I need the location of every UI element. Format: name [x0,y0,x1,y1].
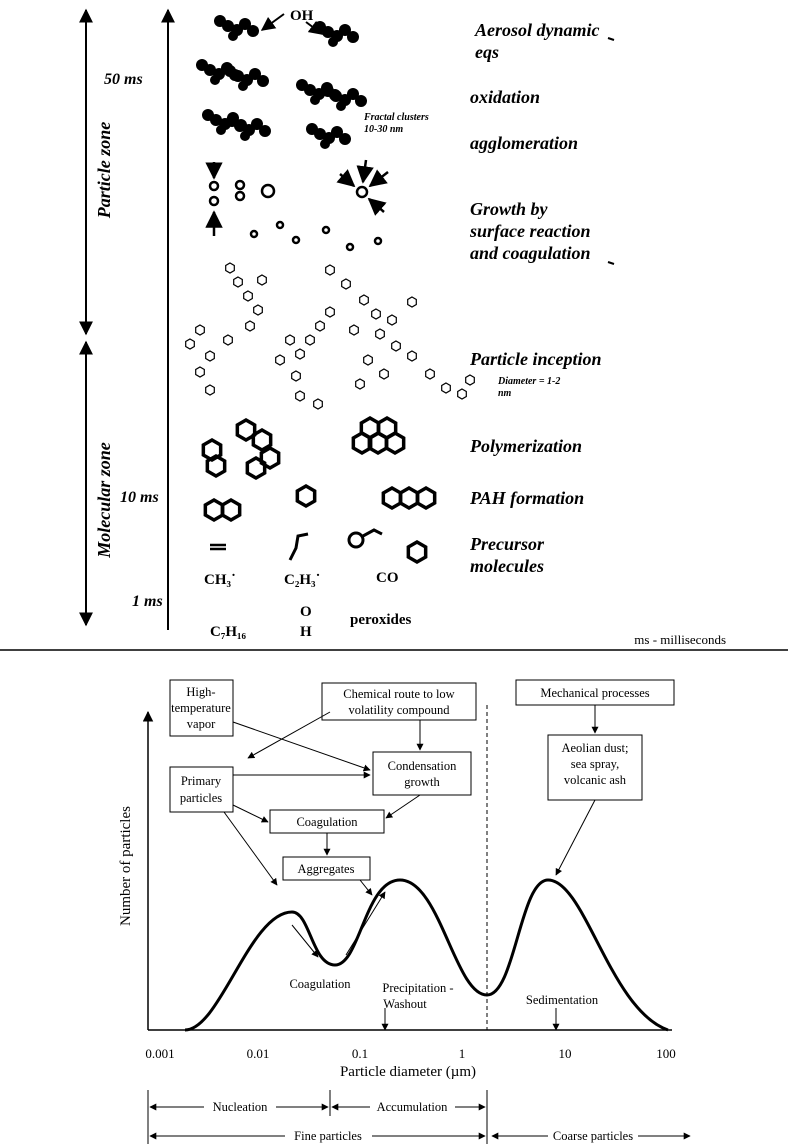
range-label: Coarse particles [553,1129,633,1143]
box-label: volatility compound [348,703,450,717]
box-label: High- [186,685,215,699]
box-label: volcanic ash [564,773,627,787]
species: CH₃˙ C₂H₃˙ CO C₇H₁₆ O H peroxides [204,570,412,640]
stage-label: Aerosol dynamic [474,20,600,40]
stage-label: Particle inception [469,349,601,369]
curve-label: Coagulation [289,977,351,991]
stage-label: PAH formation [469,488,584,508]
box-label: Aggregates [298,862,355,876]
inception-note: Diameter = 1-2 [497,376,560,387]
species-label: C₂H₃˙ [284,572,321,588]
oh-label: OH [290,8,314,24]
time-label: 10 ms [120,489,159,506]
time-label: 50 ms [104,71,143,88]
fractal-note: Fractal clusters [363,112,429,123]
zone-label: Particle zone [94,122,114,220]
figure: Particle zone Molecular zone 50 ms 10 ms… [0,0,788,1146]
range-label: Accumulation [377,1100,449,1114]
zone-label: Molecular zone [94,442,114,559]
species-label: C₇H₁₆ [210,624,246,640]
curve-label: Washout [383,997,427,1011]
bracket-mark [608,38,614,264]
range-labels: Nucleation Accumulation Fine particles C… [213,1100,634,1143]
box-label: Chemical route to low [343,687,454,701]
species-label: H [300,624,312,640]
box-label: temperature [171,701,231,715]
curve-labels: Coagulation Precipitation - Washout Sedi… [289,977,598,1011]
pah-molecules [203,418,434,562]
stage-label: Polymerization [469,436,582,456]
x-tick-label: 100 [656,1046,676,1061]
box-label: particles [180,791,222,805]
curve-label: Precipitation - [382,981,453,995]
range-label: Fine particles [294,1129,362,1143]
stage-label: molecules [470,556,544,576]
stage-label: and coagulation [470,243,591,263]
stage-labels: Aerosol dynamic eqs oxidation agglomerat… [469,20,601,576]
box-label: Condensation [388,759,457,773]
x-tick-label: 0.01 [247,1046,270,1061]
stage-label: eqs [475,42,499,62]
stage-label: agglomeration [470,133,578,153]
footnote: ms - milliseconds [634,632,726,647]
species-label: CH₃˙ [204,572,236,588]
x-tick-label: 1 [459,1046,466,1061]
x-tick-label: 0.001 [145,1046,174,1061]
range-label: Nucleation [213,1100,269,1114]
x-tick-label: 10 [559,1046,572,1061]
stage-label: Growth by [470,199,549,219]
box-label: Primary [181,774,222,788]
box-label: Mechanical processes [540,686,649,700]
box-labels: High- temperature vapor Chemical route t… [171,685,650,876]
box-label: Aeolian dust; [561,741,628,755]
box-label: sea spray, [571,757,619,771]
species-label: O [300,604,312,620]
stage-label: oxidation [470,87,540,107]
soot-clusters [196,15,367,149]
box-label: growth [404,775,440,789]
species-label: CO [376,570,399,586]
y-axis-label: Number of particles [118,806,134,926]
arrow [262,14,284,30]
pah-networks [186,263,475,409]
x-tick-label: 0.1 [352,1046,368,1061]
curve-label: Sedimentation [526,993,599,1007]
box-label: vapor [187,717,216,731]
time-label: 1 ms [132,593,163,610]
stage-label: Precursor [469,534,545,554]
stage-label: surface reaction [469,221,591,241]
x-tick-labels: 0.001 0.01 0.1 1 10 100 [145,1046,675,1061]
box-label: Coagulation [296,815,358,829]
x-axis-label: Particle diameter (µm) [340,1064,476,1080]
fractal-note: 10-30 nm [364,124,403,135]
inception-note: nm [498,388,512,399]
species-label: peroxides [350,612,412,628]
particles [210,181,381,250]
